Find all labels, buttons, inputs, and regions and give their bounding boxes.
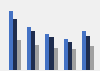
Bar <box>82 31 86 70</box>
Bar <box>17 40 21 70</box>
Bar <box>46 34 50 70</box>
Bar <box>27 27 31 70</box>
Bar <box>64 38 68 70</box>
Bar <box>86 36 90 70</box>
Bar <box>31 31 35 70</box>
Bar <box>68 42 72 70</box>
Bar <box>54 48 57 70</box>
Bar <box>35 45 39 70</box>
Bar <box>9 11 13 70</box>
Bar <box>50 37 54 70</box>
Bar <box>72 49 76 70</box>
Bar <box>90 46 94 70</box>
Bar <box>13 19 17 70</box>
